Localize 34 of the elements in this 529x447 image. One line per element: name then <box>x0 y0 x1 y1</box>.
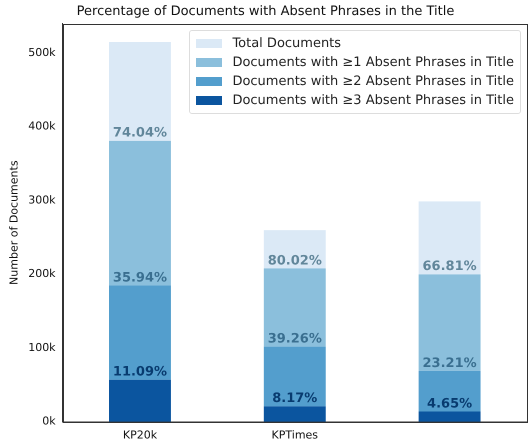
x-tick-label: KPTimes <box>272 428 318 442</box>
y-tick-label: 400k <box>28 120 56 133</box>
legend-label: Total Documents <box>232 36 342 51</box>
bar <box>109 285 171 380</box>
annotation: 8.17% <box>272 391 318 406</box>
bar <box>264 346 326 406</box>
legend-label: Documents with ≥3 Absent Phrases in Title <box>232 92 514 108</box>
bar <box>109 380 171 422</box>
legend-label: Documents with ≥1 Absent Phrases in Title <box>232 54 514 70</box>
annotation: 80.02% <box>268 253 322 268</box>
annotation: 23.21% <box>422 356 477 371</box>
bar <box>264 268 326 347</box>
bar <box>109 42 171 141</box>
y-tick-label: 0k <box>42 414 56 428</box>
bar <box>109 140 171 286</box>
annotation: 11.09% <box>112 364 168 380</box>
x-tick-label: KP20k <box>122 428 158 442</box>
annotation: 74.04% <box>112 126 168 141</box>
bar <box>418 201 481 274</box>
y-axis-title: Number of Documents <box>7 160 20 285</box>
bar <box>418 274 481 371</box>
y-tick-label: 100k <box>28 340 56 354</box>
bar <box>418 411 481 422</box>
y-tick-label: 300k <box>28 193 56 206</box>
bar <box>418 370 481 412</box>
chart-title: Percentage of Documents with Absent Phrases in the Title <box>76 4 454 20</box>
annotation: 4.65% <box>427 396 472 412</box>
legend-label: Documents with ≥2 Absent Phrases in Title <box>232 74 514 89</box>
y-tick-label: 200k <box>28 267 56 280</box>
annotation: 39.26% <box>268 331 322 346</box>
y-tick-label: 500k <box>28 46 56 59</box>
bar <box>264 406 326 422</box>
annotation: 66.81% <box>422 259 477 274</box>
annotation: 35.94% <box>112 270 168 286</box>
